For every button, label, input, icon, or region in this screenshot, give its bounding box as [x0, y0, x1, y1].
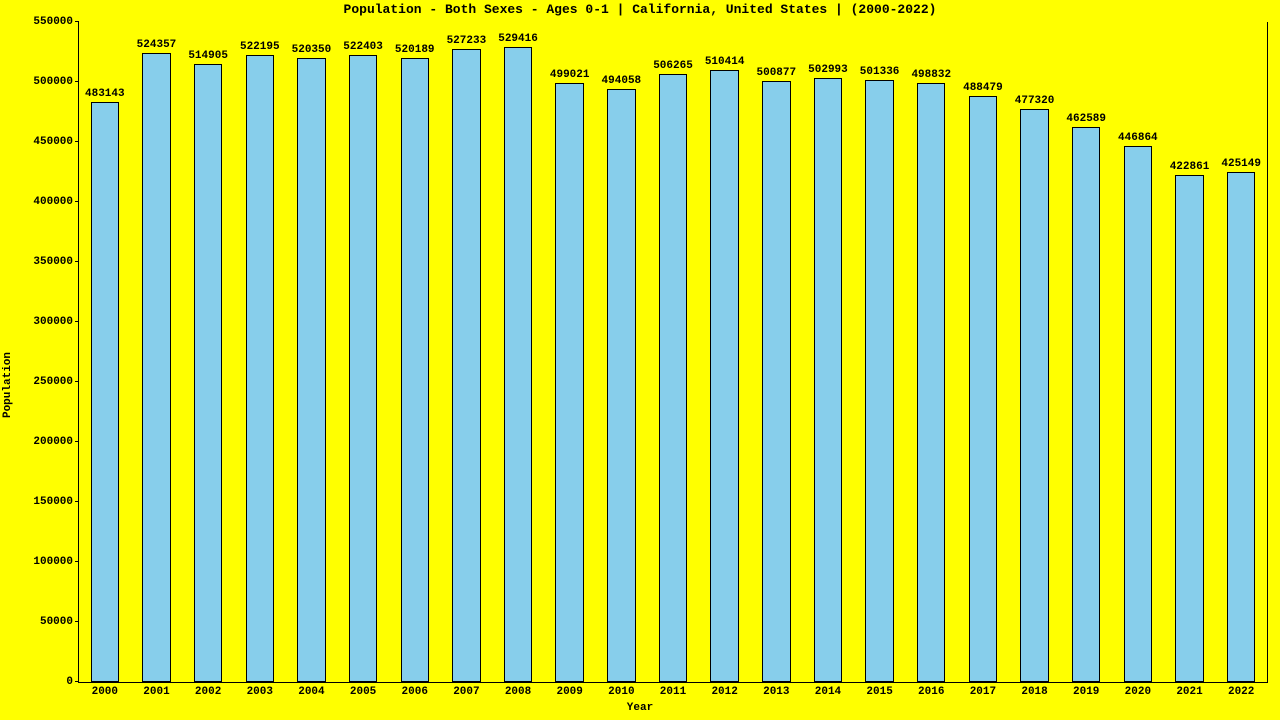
y-tick-mark — [75, 441, 79, 442]
y-tick-mark — [75, 561, 79, 562]
bar-value-label: 483143 — [85, 88, 125, 100]
bar — [969, 96, 997, 682]
bar — [555, 83, 583, 682]
x-tick-label: 2010 — [608, 686, 634, 698]
bar — [814, 78, 842, 682]
x-tick-label: 2008 — [505, 686, 531, 698]
bar-value-label: 446864 — [1118, 132, 1158, 144]
y-tick-mark — [75, 621, 79, 622]
bar-value-label: 499021 — [550, 69, 590, 81]
x-tick-label: 2016 — [918, 686, 944, 698]
x-tick-label: 2006 — [402, 686, 428, 698]
bar — [246, 55, 274, 682]
x-tick-label: 2002 — [195, 686, 221, 698]
x-tick-label: 2001 — [143, 686, 169, 698]
bar-value-label: 520350 — [292, 44, 332, 56]
bar — [659, 74, 687, 682]
y-tick-mark — [75, 381, 79, 382]
bar-value-label: 422861 — [1170, 161, 1210, 173]
bar-value-label: 494058 — [602, 75, 642, 87]
x-tick-label: 2022 — [1228, 686, 1254, 698]
x-tick-label: 2019 — [1073, 686, 1099, 698]
bar — [452, 49, 480, 682]
bar — [1124, 146, 1152, 682]
bar — [710, 70, 738, 682]
bar — [607, 89, 635, 682]
x-tick-label: 2004 — [298, 686, 324, 698]
y-tick-label: 200000 — [33, 436, 73, 448]
y-tick-label: 400000 — [33, 196, 73, 208]
x-tick-label: 2021 — [1176, 686, 1202, 698]
x-tick-label: 2017 — [970, 686, 996, 698]
x-tick-label: 2009 — [556, 686, 582, 698]
y-tick-mark — [75, 501, 79, 502]
y-tick-mark — [75, 261, 79, 262]
bar — [917, 83, 945, 682]
y-tick-label: 300000 — [33, 316, 73, 328]
population-bar-chart: Population - Both Sexes - Ages 0-1 | Cal… — [0, 0, 1280, 720]
bar — [349, 55, 377, 682]
x-tick-label: 2012 — [711, 686, 737, 698]
bar-value-label: 498832 — [911, 69, 951, 81]
bar — [1072, 127, 1100, 682]
y-tick-label: 500000 — [33, 76, 73, 88]
bar-value-label: 522195 — [240, 41, 280, 53]
y-tick-mark — [75, 321, 79, 322]
bar-value-label: 522403 — [343, 41, 383, 53]
x-axis-label: Year — [627, 702, 653, 714]
bar — [504, 47, 532, 682]
y-tick-mark — [75, 21, 79, 22]
y-tick-label: 550000 — [33, 16, 73, 28]
x-tick-label: 2013 — [763, 686, 789, 698]
bar-value-label: 529416 — [498, 33, 538, 45]
y-axis-label: Population — [2, 352, 14, 418]
x-tick-label: 2011 — [660, 686, 686, 698]
bar-value-label: 520189 — [395, 44, 435, 56]
bar — [1175, 175, 1203, 682]
x-tick-label: 2014 — [815, 686, 841, 698]
bar-value-label: 514905 — [188, 50, 228, 62]
bar-value-label: 488479 — [963, 82, 1003, 94]
bar — [401, 58, 429, 682]
y-tick-label: 50000 — [40, 616, 73, 628]
x-tick-label: 2018 — [1021, 686, 1047, 698]
bar — [865, 80, 893, 682]
bar-value-label: 506265 — [653, 60, 693, 72]
y-tick-mark — [75, 81, 79, 82]
chart-title: Population - Both Sexes - Ages 0-1 | Cal… — [0, 2, 1280, 17]
bar — [194, 64, 222, 682]
x-tick-label: 2005 — [350, 686, 376, 698]
y-tick-label: 250000 — [33, 376, 73, 388]
bar-value-label: 425149 — [1221, 158, 1261, 170]
bar — [762, 81, 790, 682]
y-tick-label: 0 — [66, 676, 73, 688]
bar-value-label: 500877 — [756, 67, 796, 79]
y-tick-mark — [75, 201, 79, 202]
bar — [1227, 172, 1255, 682]
plot-area: 0500001000001500002000002500003000003500… — [78, 22, 1268, 683]
bar-value-label: 527233 — [447, 35, 487, 47]
bar-value-label: 477320 — [1015, 95, 1055, 107]
y-tick-label: 350000 — [33, 256, 73, 268]
y-tick-label: 100000 — [33, 556, 73, 568]
y-tick-mark — [75, 681, 79, 682]
x-tick-label: 2015 — [866, 686, 892, 698]
bar — [1020, 109, 1048, 682]
bar-value-label: 524357 — [137, 39, 177, 51]
y-tick-label: 450000 — [33, 136, 73, 148]
x-tick-label: 2003 — [247, 686, 273, 698]
x-tick-label: 2000 — [92, 686, 118, 698]
bar — [297, 58, 325, 682]
bar-value-label: 501336 — [860, 66, 900, 78]
bar — [91, 102, 119, 682]
y-tick-label: 150000 — [33, 496, 73, 508]
bar — [142, 53, 170, 682]
bar-value-label: 462589 — [1066, 113, 1106, 125]
y-tick-mark — [75, 141, 79, 142]
x-tick-label: 2007 — [453, 686, 479, 698]
bar-value-label: 502993 — [808, 64, 848, 76]
bar-value-label: 510414 — [705, 56, 745, 68]
x-tick-label: 2020 — [1125, 686, 1151, 698]
